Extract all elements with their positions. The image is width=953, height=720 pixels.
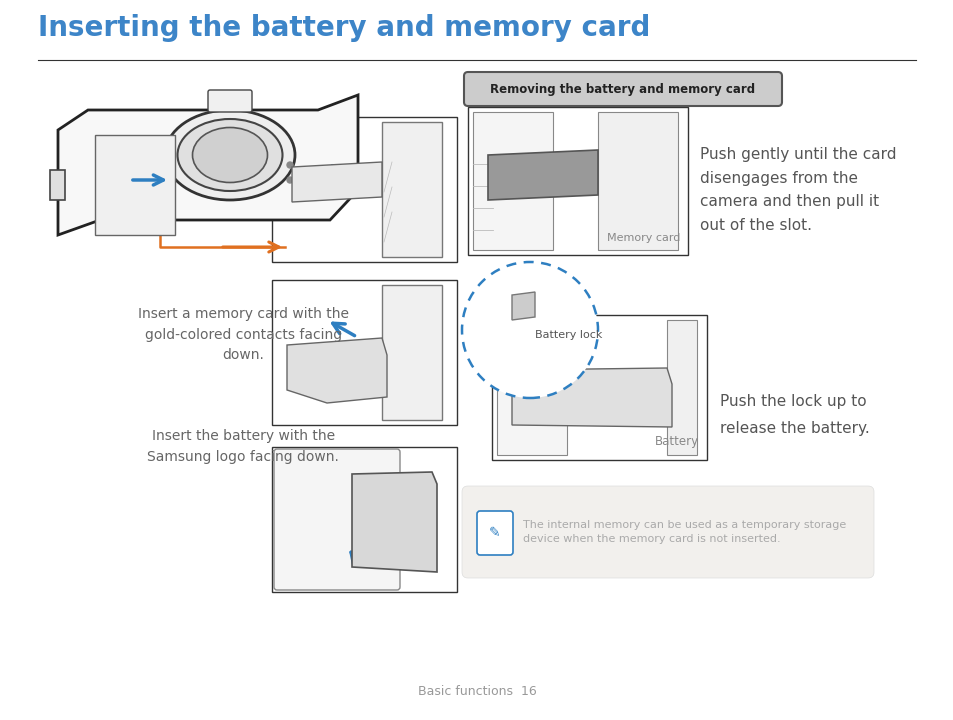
- Text: Insert a memory card with the
gold-colored contacts facing
down.: Insert a memory card with the gold-color…: [137, 307, 349, 362]
- FancyBboxPatch shape: [461, 486, 873, 578]
- FancyBboxPatch shape: [208, 90, 252, 112]
- Text: ✎: ✎: [489, 526, 500, 540]
- Polygon shape: [287, 338, 387, 403]
- Ellipse shape: [177, 119, 282, 191]
- Circle shape: [312, 170, 317, 176]
- Text: The internal memory can be used as a temporary storage
device when the memory ca: The internal memory can be used as a tem…: [522, 520, 845, 544]
- Text: Push the lock up to
release the battery.: Push the lock up to release the battery.: [720, 394, 869, 436]
- Circle shape: [287, 177, 293, 183]
- Polygon shape: [512, 292, 535, 320]
- FancyBboxPatch shape: [463, 72, 781, 106]
- Text: Removing the battery and memory card: Removing the battery and memory card: [490, 83, 755, 96]
- FancyBboxPatch shape: [50, 170, 65, 200]
- Text: Basic functions  16: Basic functions 16: [417, 685, 536, 698]
- FancyBboxPatch shape: [666, 320, 697, 455]
- FancyBboxPatch shape: [272, 447, 456, 592]
- Polygon shape: [512, 368, 671, 427]
- Text: Push gently until the card
disengages from the
camera and then pull it
out of th: Push gently until the card disengages fr…: [700, 148, 896, 233]
- FancyBboxPatch shape: [274, 449, 399, 590]
- Text: Insert the battery with the
Samsung logo facing down.: Insert the battery with the Samsung logo…: [147, 429, 339, 464]
- Text: Memory card: Memory card: [606, 233, 679, 243]
- Text: Battery: Battery: [654, 435, 699, 448]
- Text: Battery lock: Battery lock: [535, 330, 601, 340]
- Text: Inserting the battery and memory card: Inserting the battery and memory card: [38, 14, 650, 42]
- FancyBboxPatch shape: [95, 135, 174, 235]
- Polygon shape: [352, 472, 436, 572]
- Circle shape: [461, 262, 598, 398]
- FancyBboxPatch shape: [272, 117, 456, 262]
- FancyBboxPatch shape: [598, 112, 678, 250]
- Polygon shape: [292, 162, 381, 202]
- FancyBboxPatch shape: [476, 511, 513, 555]
- FancyBboxPatch shape: [492, 315, 706, 460]
- Polygon shape: [488, 150, 598, 200]
- FancyBboxPatch shape: [468, 107, 687, 255]
- Polygon shape: [58, 95, 357, 235]
- Ellipse shape: [193, 127, 267, 182]
- Circle shape: [287, 162, 293, 168]
- FancyBboxPatch shape: [381, 122, 441, 257]
- FancyBboxPatch shape: [473, 112, 553, 250]
- FancyBboxPatch shape: [497, 320, 566, 455]
- Ellipse shape: [165, 110, 294, 200]
- FancyBboxPatch shape: [381, 285, 441, 420]
- FancyBboxPatch shape: [272, 280, 456, 425]
